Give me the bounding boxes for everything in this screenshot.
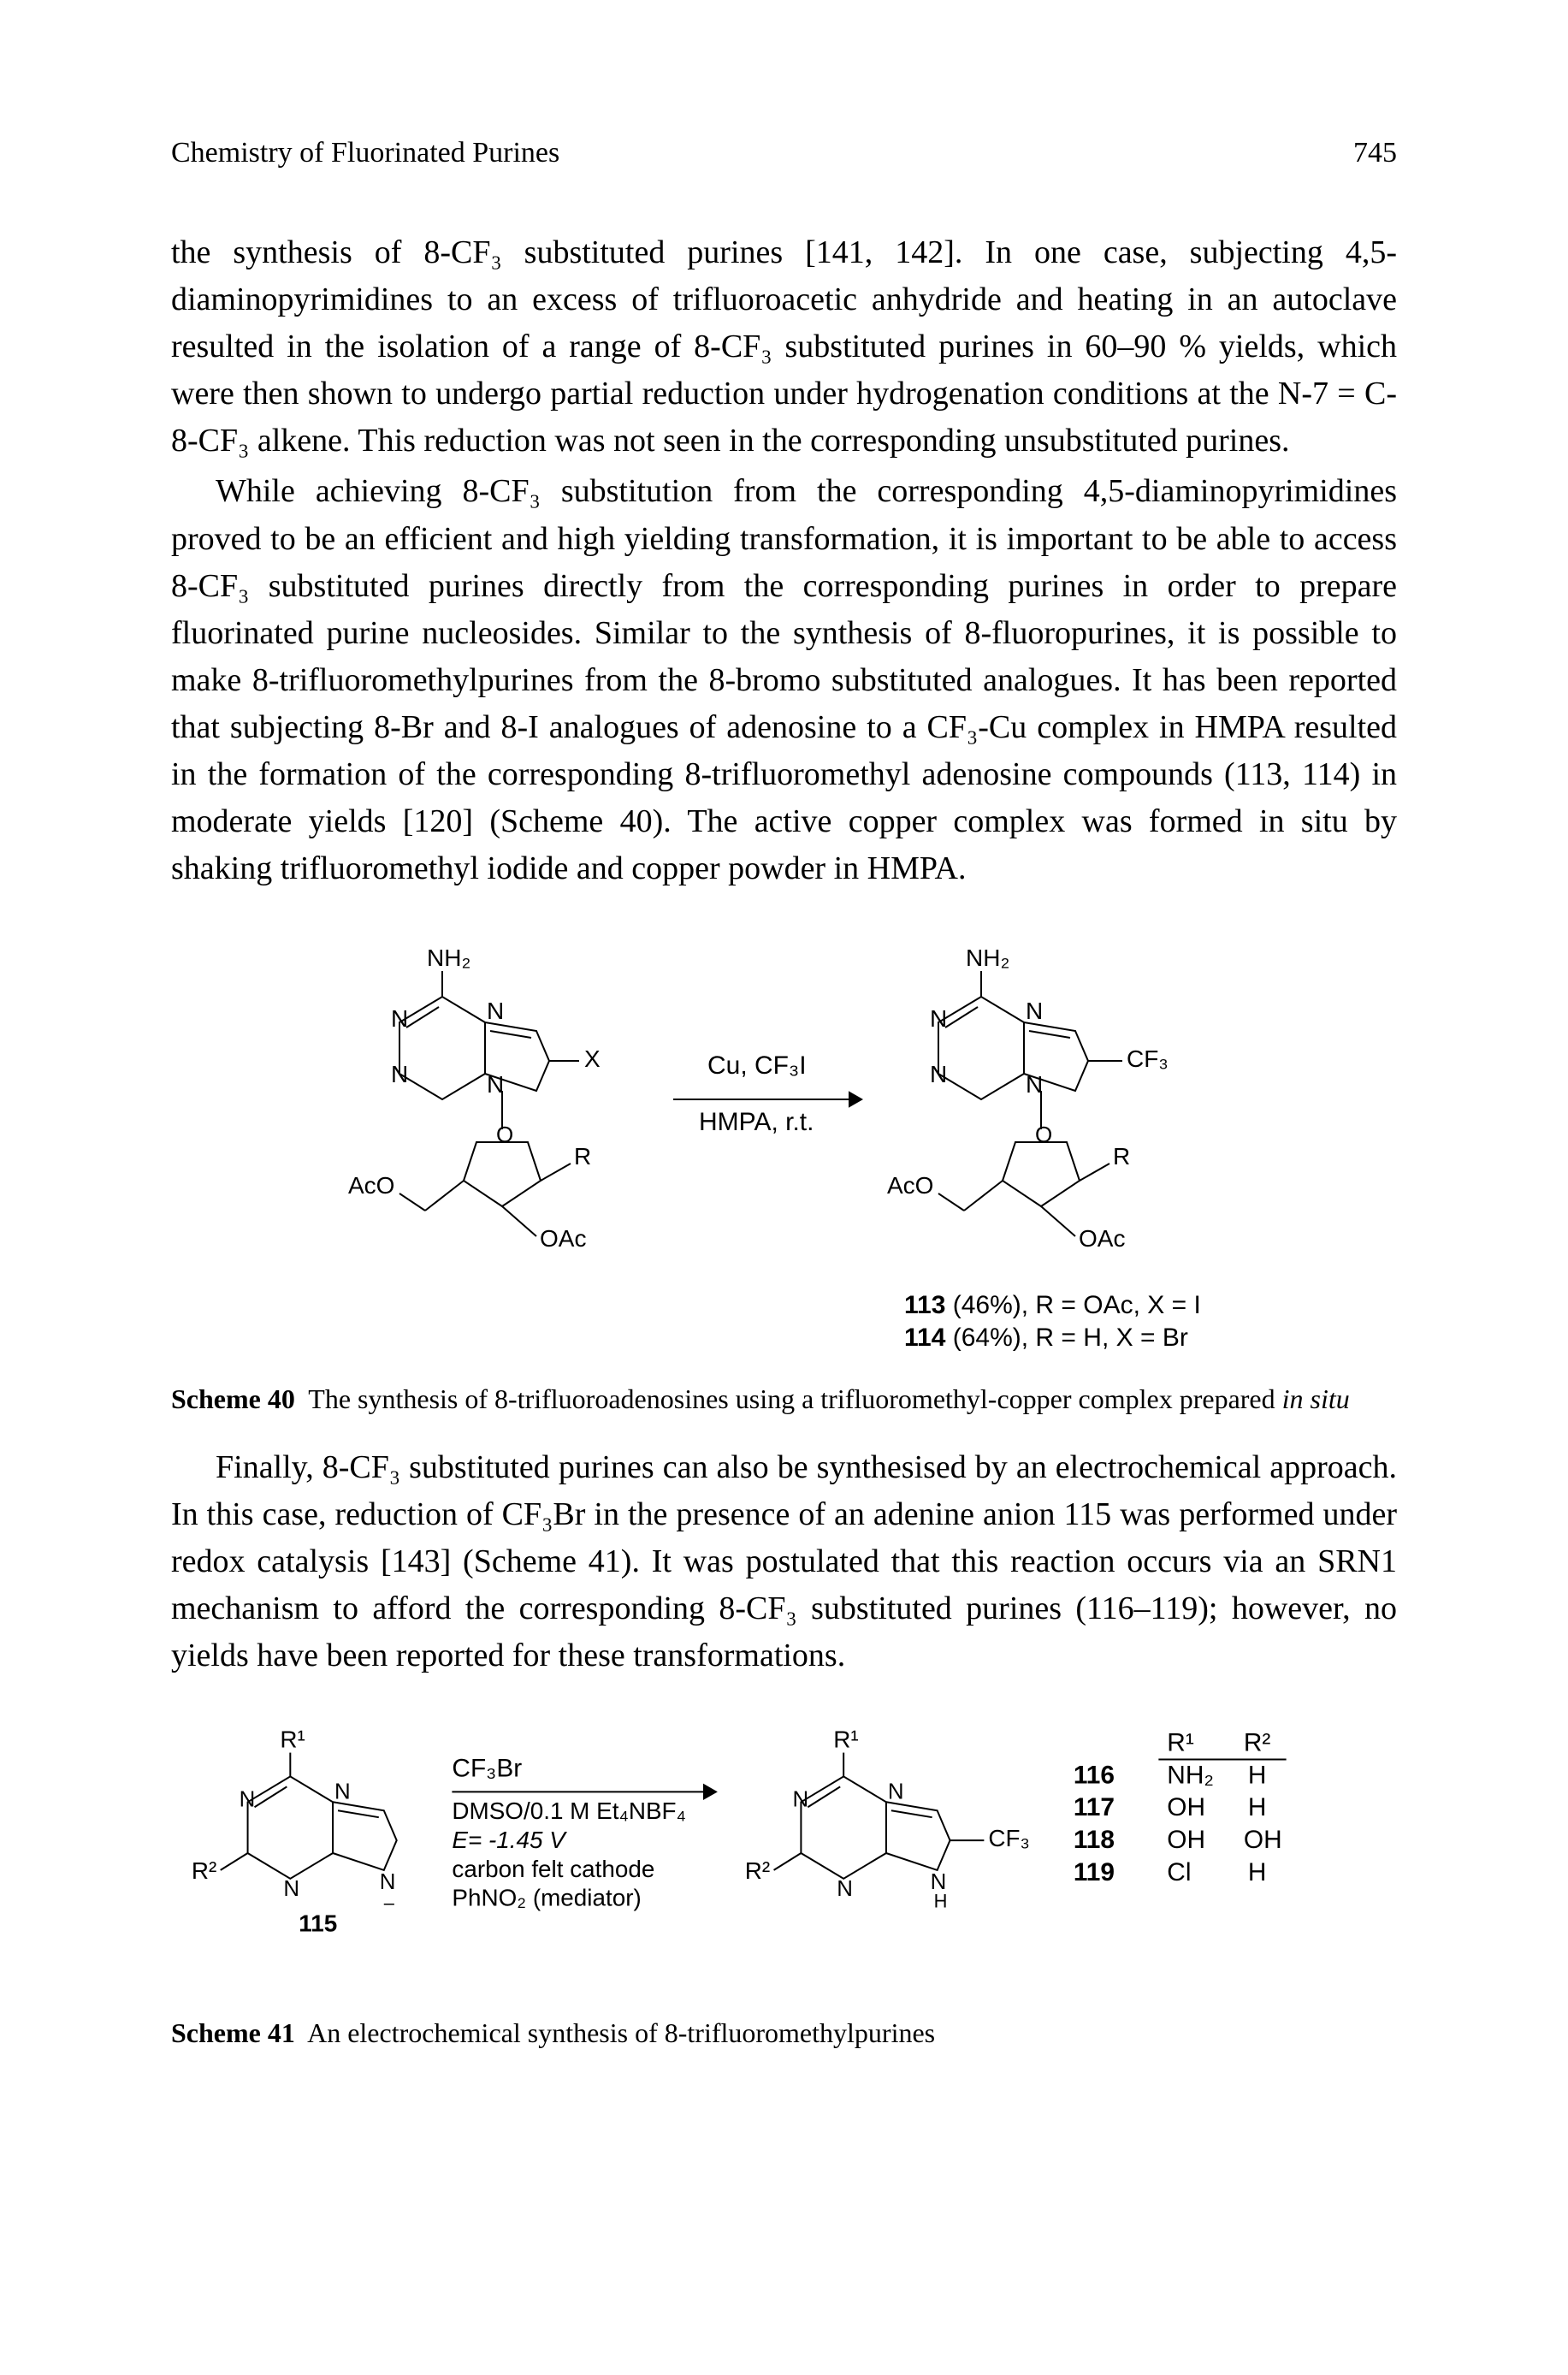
svg-text:H: H bbox=[934, 1890, 948, 1911]
svg-text:R¹: R¹ bbox=[833, 1726, 858, 1752]
svg-text:OH: OH bbox=[1167, 1793, 1205, 1821]
svg-text:carbon felt cathode: carbon felt cathode bbox=[452, 1855, 654, 1881]
svg-text:N: N bbox=[487, 998, 504, 1024]
scheme-40-caption: Scheme 40 The synthesis of 8-trifluoroad… bbox=[171, 1380, 1397, 1418]
svg-text:N: N bbox=[930, 1061, 947, 1087]
svg-text:Cl: Cl bbox=[1167, 1857, 1191, 1886]
svg-text:E= -1.45 V: E= -1.45 V bbox=[452, 1827, 567, 1853]
scheme-41-figure: N N N N – R¹ R² 115 bbox=[171, 1716, 1397, 1990]
scheme-41-caption: Scheme 41 An electrochemical synthesis o… bbox=[171, 2014, 1397, 2052]
svg-text:N: N bbox=[1026, 998, 1043, 1024]
svg-text:OH: OH bbox=[1167, 1826, 1205, 1854]
scheme-40: N N N N NH₂ X bbox=[171, 928, 1397, 1418]
svg-text:CF₃Br: CF₃Br bbox=[452, 1754, 522, 1782]
svg-text:NH₂: NH₂ bbox=[427, 945, 470, 971]
svg-text:N: N bbox=[792, 1787, 808, 1811]
body-paragraph-3: Finally, 8-CF₃ substituted purines can a… bbox=[171, 1444, 1397, 1679]
svg-text:N: N bbox=[837, 1876, 853, 1900]
svg-text:113 (46%), R = OAc, X = I: 113 (46%), R = OAc, X = I bbox=[904, 1291, 1201, 1319]
svg-text:CF₃: CF₃ bbox=[1127, 1045, 1169, 1072]
svg-text:116: 116 bbox=[1074, 1761, 1115, 1789]
chapter-title: Chemistry of Fluorinated Purines bbox=[171, 137, 559, 169]
scheme-41: N N N N – R¹ R² 115 bbox=[171, 1716, 1397, 2052]
svg-text:H: H bbox=[1248, 1761, 1267, 1789]
scheme-40-svg: N N N N NH₂ X bbox=[271, 928, 1298, 1356]
svg-text:O: O bbox=[496, 1122, 513, 1147]
svg-text:AcO: AcO bbox=[887, 1172, 933, 1199]
svg-text:N: N bbox=[240, 1787, 256, 1811]
page: Chemistry of Fluorinated Purines 745 the… bbox=[0, 0, 1568, 2375]
svg-text:H: H bbox=[1248, 1793, 1267, 1821]
svg-text:R²: R² bbox=[192, 1857, 216, 1883]
svg-text:R: R bbox=[574, 1143, 591, 1170]
svg-text:–: – bbox=[384, 1892, 395, 1913]
svg-text:R¹: R¹ bbox=[1167, 1728, 1194, 1756]
svg-text:NH₂: NH₂ bbox=[966, 945, 1009, 971]
svg-text:OAc: OAc bbox=[1079, 1225, 1125, 1252]
svg-text:118: 118 bbox=[1074, 1826, 1115, 1854]
svg-text:HMPA, r.t.: HMPA, r.t. bbox=[699, 1108, 814, 1136]
body-paragraph-2: While achieving 8-CF₃ substitution from … bbox=[171, 468, 1397, 892]
body-paragraph-1: the synthesis of 8-CF₃ substituted purin… bbox=[171, 229, 1397, 465]
scheme-41-svg: N N N N – R¹ R² 115 bbox=[171, 1716, 1397, 1990]
scheme-40-figure: N N N N NH₂ X bbox=[171, 928, 1397, 1356]
svg-text:N: N bbox=[334, 1780, 351, 1803]
svg-text:PhNO₂ (mediator): PhNO₂ (mediator) bbox=[452, 1884, 641, 1910]
running-head: Chemistry of Fluorinated Purines 745 bbox=[171, 137, 1397, 169]
svg-text:R¹: R¹ bbox=[280, 1726, 305, 1752]
svg-text:N: N bbox=[930, 1005, 947, 1032]
svg-text:114 (64%), R = H, X = Br: 114 (64%), R = H, X = Br bbox=[904, 1324, 1188, 1352]
svg-text:AcO: AcO bbox=[348, 1172, 394, 1199]
svg-text:CF₃: CF₃ bbox=[988, 1825, 1029, 1851]
svg-text:117: 117 bbox=[1074, 1793, 1115, 1821]
svg-text:NH₂: NH₂ bbox=[1167, 1761, 1214, 1789]
svg-text:N: N bbox=[380, 1869, 396, 1893]
svg-text:119: 119 bbox=[1074, 1857, 1115, 1886]
svg-text:OH: OH bbox=[1244, 1826, 1282, 1854]
svg-text:X: X bbox=[584, 1045, 601, 1072]
svg-text:N: N bbox=[888, 1780, 904, 1803]
svg-text:115: 115 bbox=[299, 1910, 337, 1936]
svg-text:O: O bbox=[1035, 1122, 1052, 1147]
svg-text:R: R bbox=[1113, 1143, 1130, 1170]
svg-text:R²: R² bbox=[1244, 1728, 1271, 1756]
svg-text:Cu, CF₃I: Cu, CF₃I bbox=[707, 1051, 807, 1080]
svg-text:N: N bbox=[391, 1061, 408, 1087]
svg-text:OAc: OAc bbox=[540, 1225, 586, 1252]
svg-text:N: N bbox=[391, 1005, 408, 1032]
svg-text:H: H bbox=[1248, 1857, 1267, 1886]
svg-text:R²: R² bbox=[745, 1857, 770, 1883]
page-number: 745 bbox=[1353, 137, 1397, 169]
svg-text:N: N bbox=[283, 1876, 299, 1900]
svg-text:DMSO/0.1 M Et₄NBF₄: DMSO/0.1 M Et₄NBF₄ bbox=[452, 1798, 686, 1824]
